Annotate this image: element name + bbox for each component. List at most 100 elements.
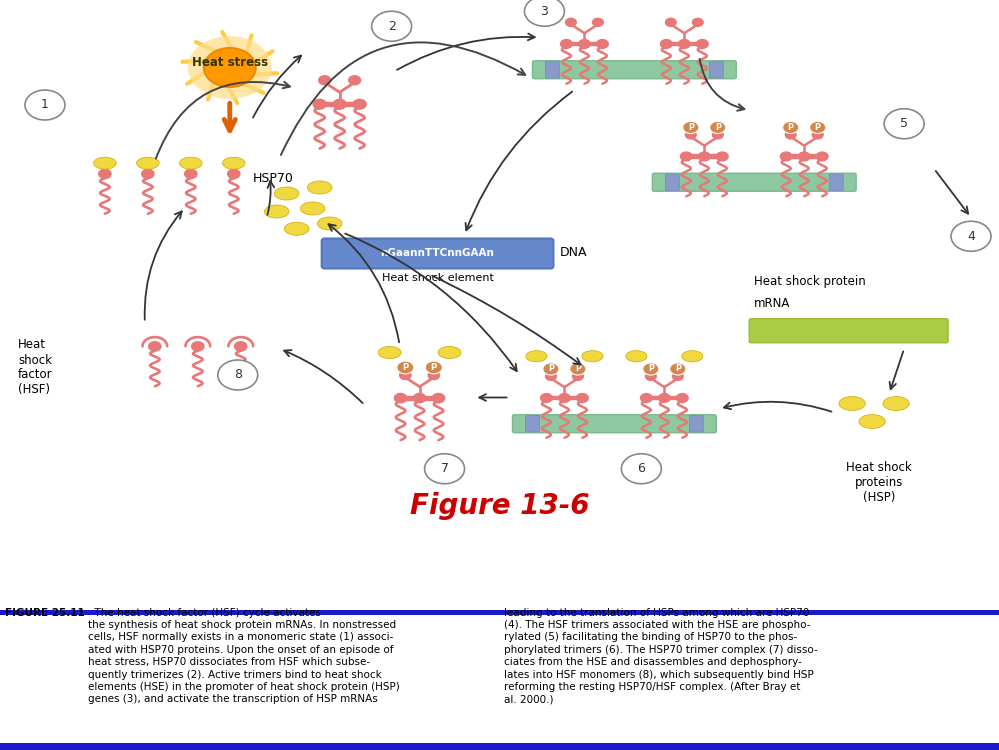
Circle shape (558, 394, 570, 402)
Circle shape (204, 48, 256, 87)
FancyBboxPatch shape (532, 61, 736, 79)
Circle shape (400, 371, 411, 380)
Circle shape (596, 40, 608, 48)
Circle shape (314, 100, 326, 109)
Circle shape (397, 361, 414, 374)
Circle shape (235, 342, 247, 351)
Circle shape (696, 40, 708, 48)
Text: DNA: DNA (559, 246, 587, 259)
Circle shape (578, 40, 590, 48)
Circle shape (621, 454, 661, 484)
Circle shape (640, 394, 652, 402)
Circle shape (429, 371, 440, 380)
FancyBboxPatch shape (652, 173, 856, 191)
Bar (0, 742, 999, 750)
Circle shape (149, 342, 161, 351)
Ellipse shape (681, 351, 703, 362)
Circle shape (576, 394, 588, 402)
Text: 7: 7 (441, 462, 449, 476)
Circle shape (884, 109, 924, 139)
Circle shape (395, 394, 407, 403)
Text: Heat
shock
factor
(HSF): Heat shock factor (HSF) (18, 338, 53, 397)
Text: P: P (787, 123, 794, 132)
Bar (0, 610, 999, 619)
Circle shape (228, 170, 240, 178)
Ellipse shape (301, 202, 325, 215)
Circle shape (645, 372, 656, 380)
Circle shape (712, 130, 723, 139)
Circle shape (680, 152, 692, 160)
Text: Heat shock
proteins
(HSP): Heat shock proteins (HSP) (846, 461, 912, 504)
Circle shape (334, 100, 347, 109)
Circle shape (816, 152, 828, 160)
Circle shape (698, 152, 710, 160)
Ellipse shape (581, 351, 603, 362)
Ellipse shape (180, 158, 202, 170)
Circle shape (809, 122, 826, 134)
Ellipse shape (223, 158, 245, 170)
FancyBboxPatch shape (525, 416, 539, 432)
Circle shape (426, 361, 443, 374)
Circle shape (709, 122, 726, 134)
Bar (684, 154, 724, 158)
Ellipse shape (137, 158, 159, 170)
Text: P: P (574, 364, 581, 374)
FancyBboxPatch shape (665, 174, 679, 190)
Text: P: P (403, 363, 409, 372)
Circle shape (545, 372, 556, 380)
Circle shape (142, 170, 154, 178)
Bar (784, 154, 824, 158)
Circle shape (433, 394, 445, 403)
Circle shape (349, 76, 361, 85)
Circle shape (642, 363, 659, 375)
Text: HSP70: HSP70 (253, 172, 294, 185)
Text: 1: 1 (41, 98, 49, 112)
Circle shape (540, 394, 552, 402)
Circle shape (560, 40, 572, 48)
Ellipse shape (883, 397, 909, 410)
Bar (544, 396, 584, 399)
Circle shape (798, 152, 810, 160)
Circle shape (425, 454, 465, 484)
Circle shape (565, 18, 576, 26)
Circle shape (782, 122, 799, 134)
Text: 3: 3 (540, 4, 548, 18)
Circle shape (354, 100, 367, 109)
Text: 6: 6 (637, 462, 645, 476)
Circle shape (669, 363, 686, 375)
Text: 5: 5 (900, 117, 908, 130)
Text: Figure 13-6: Figure 13-6 (410, 492, 589, 520)
Circle shape (678, 40, 690, 48)
Circle shape (192, 342, 204, 351)
Text: P: P (674, 364, 681, 374)
Circle shape (569, 363, 586, 375)
Ellipse shape (265, 205, 289, 218)
Circle shape (660, 40, 672, 48)
Bar (564, 42, 604, 45)
Ellipse shape (275, 187, 299, 200)
Text: The heat shock factor (HSF) cycle activates
the synthesis of heat shock protein : The heat shock factor (HSF) cycle activa… (88, 608, 400, 704)
FancyBboxPatch shape (545, 62, 559, 78)
Text: P: P (814, 123, 821, 132)
Circle shape (99, 170, 111, 178)
Circle shape (372, 11, 412, 41)
Circle shape (524, 0, 564, 26)
Bar (664, 42, 704, 45)
FancyBboxPatch shape (512, 415, 716, 433)
Circle shape (812, 130, 823, 139)
Bar (399, 396, 441, 400)
Circle shape (682, 122, 699, 134)
Text: Heat stress: Heat stress (192, 56, 268, 70)
Circle shape (676, 394, 688, 402)
Text: nGaannTTCnnGAAn: nGaannTTCnnGAAn (381, 248, 495, 258)
Text: 4: 4 (967, 230, 975, 243)
Circle shape (319, 76, 331, 85)
FancyBboxPatch shape (709, 62, 723, 78)
Ellipse shape (94, 158, 116, 170)
Ellipse shape (439, 346, 461, 358)
FancyBboxPatch shape (749, 319, 948, 343)
Text: FIGURE 25.11: FIGURE 25.11 (5, 608, 85, 617)
Circle shape (188, 36, 272, 99)
Text: P: P (647, 364, 654, 374)
Text: leading to the translation of HSPs among which are HSP70
(4). The HSF trimers as: leading to the translation of HSPs among… (504, 608, 818, 704)
